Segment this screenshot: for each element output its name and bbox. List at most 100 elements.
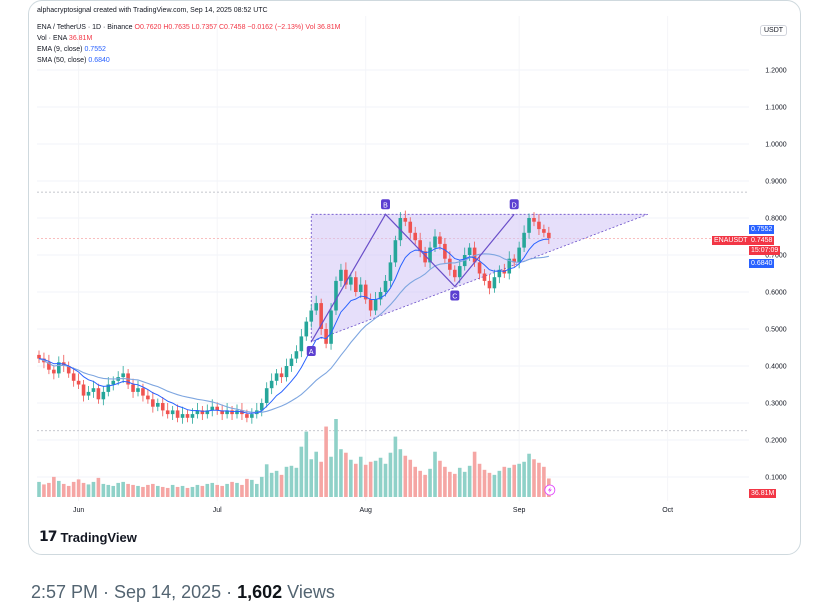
volume-bar — [126, 483, 130, 497]
volume-bar — [195, 484, 200, 497]
candle-body — [438, 236, 442, 244]
volume-bar — [527, 453, 531, 497]
candle-body — [160, 403, 165, 411]
volume-bar — [57, 480, 61, 497]
candle-body — [210, 406, 215, 411]
candle-body — [453, 269, 457, 278]
candle-body — [373, 299, 378, 311]
volume-bar — [428, 468, 432, 497]
candle-body — [47, 362, 51, 370]
volume-bar — [457, 467, 462, 497]
y-tick-label: 0.2000 — [765, 438, 787, 445]
vol-value: 36.81M — [68, 35, 93, 42]
candle-body — [131, 384, 135, 392]
candle-body — [408, 221, 413, 233]
volume-bar — [220, 485, 224, 497]
candle-body — [57, 362, 61, 374]
y-tick-label: 1.1000 — [765, 105, 787, 112]
candle-body — [215, 406, 219, 411]
y-tick-label: 0.6000 — [765, 290, 787, 297]
candle-body — [71, 373, 76, 381]
x-tick-label: Oct — [662, 507, 673, 514]
candle-body — [304, 321, 309, 337]
candle-body — [91, 388, 96, 392]
volume-bar — [363, 464, 368, 497]
symbol-line: ENA / TetherUS · 1D · Binance O0.7620 H0… — [37, 24, 340, 31]
volume-bar — [279, 474, 284, 497]
volume-bar — [101, 483, 106, 497]
candle-body — [368, 299, 373, 311]
tradingview-logo[interactable]: 17 TradingView — [39, 529, 137, 545]
volume-bar — [255, 483, 259, 497]
pattern-point-b-label: B — [383, 202, 388, 209]
volume-bar — [250, 479, 254, 497]
tradingview-logo-icon: 17 — [39, 529, 58, 545]
candle-body — [284, 366, 289, 378]
pattern-point-a-label: A — [309, 349, 314, 356]
lightning-glyph — [547, 487, 552, 493]
volume-bar — [368, 461, 373, 497]
volume-bar — [319, 461, 323, 497]
candle-body — [37, 354, 41, 359]
countdown-label: 15:07:09 — [749, 246, 781, 255]
volume-bar — [160, 486, 165, 497]
volume-bar — [537, 462, 541, 497]
volume-bar — [423, 474, 427, 497]
volume-bar — [309, 459, 314, 497]
volume-bar — [472, 451, 477, 497]
candle-body — [378, 292, 383, 300]
price-chart[interactable]: A B C D 0.1000 0.2000 0.3000 0.4000 0.5000 0.6000… — [29, 1, 800, 554]
volume-bar — [111, 485, 116, 497]
volume-bar — [482, 469, 487, 497]
sma-legend: SMA (50, close) 0.6840 — [37, 57, 110, 64]
volume-bar — [185, 487, 190, 497]
pattern-point-a-badge — [306, 345, 316, 356]
candle-body — [66, 366, 71, 374]
ohlc-text: O0.7620 H0.7635 L0.7357 C0.7458 −0.0162 … — [134, 24, 304, 31]
volume-bar — [517, 463, 521, 497]
tweet-timestamp[interactable]: 2:57 PM · Sep 14, 2025 · — [31, 582, 238, 602]
volume-bar — [502, 466, 507, 497]
volume-bar — [52, 476, 56, 497]
volume-bar — [443, 466, 447, 497]
pattern-point-d-label: D — [512, 202, 517, 209]
candle-body — [448, 258, 452, 270]
tweet-meta: 2:57 PM · Sep 14, 2025 · 1,602 Views — [31, 582, 335, 603]
volume-bar — [329, 456, 333, 497]
pattern-point-d-badge — [509, 199, 519, 210]
currency-selector[interactable]: USDT — [760, 25, 788, 36]
sma-value: 0.6840 — [88, 57, 110, 64]
volume-bar — [81, 482, 86, 497]
volume-bar — [522, 461, 526, 497]
volume-bar — [512, 464, 516, 497]
volume-bar — [334, 419, 338, 497]
candle-body — [269, 380, 274, 389]
candle-body — [339, 269, 343, 281]
candle-body — [487, 280, 492, 289]
volume-bar — [86, 484, 91, 497]
candle-body — [146, 395, 150, 400]
candle-body — [289, 358, 294, 366]
volume-bar — [225, 483, 229, 497]
volume-bar — [200, 485, 205, 497]
volume-bar — [383, 463, 388, 497]
candle-body — [81, 384, 86, 396]
candle-body — [170, 410, 175, 415]
chart-card[interactable]: A B C D 0.1000 0.2000 0.3000 0.4000 0.5000 0.6000… — [28, 0, 801, 555]
ema-label: EMA (9, close) — [37, 46, 83, 53]
candle-body — [344, 269, 348, 285]
candle-body — [235, 410, 239, 415]
candle-body — [349, 277, 353, 285]
pattern-point-c-badge — [450, 290, 460, 301]
candle-body — [111, 380, 116, 385]
volume-bar — [398, 449, 403, 497]
volume-bar — [151, 483, 155, 497]
x-tick-label: Sep — [513, 507, 526, 514]
volume-bar — [259, 476, 264, 497]
candle-body — [156, 403, 160, 407]
volume-bar — [418, 470, 422, 497]
volume-bar — [497, 470, 502, 497]
candle-body — [180, 414, 185, 418]
candle-body — [121, 373, 125, 378]
volume-bar — [349, 459, 353, 497]
